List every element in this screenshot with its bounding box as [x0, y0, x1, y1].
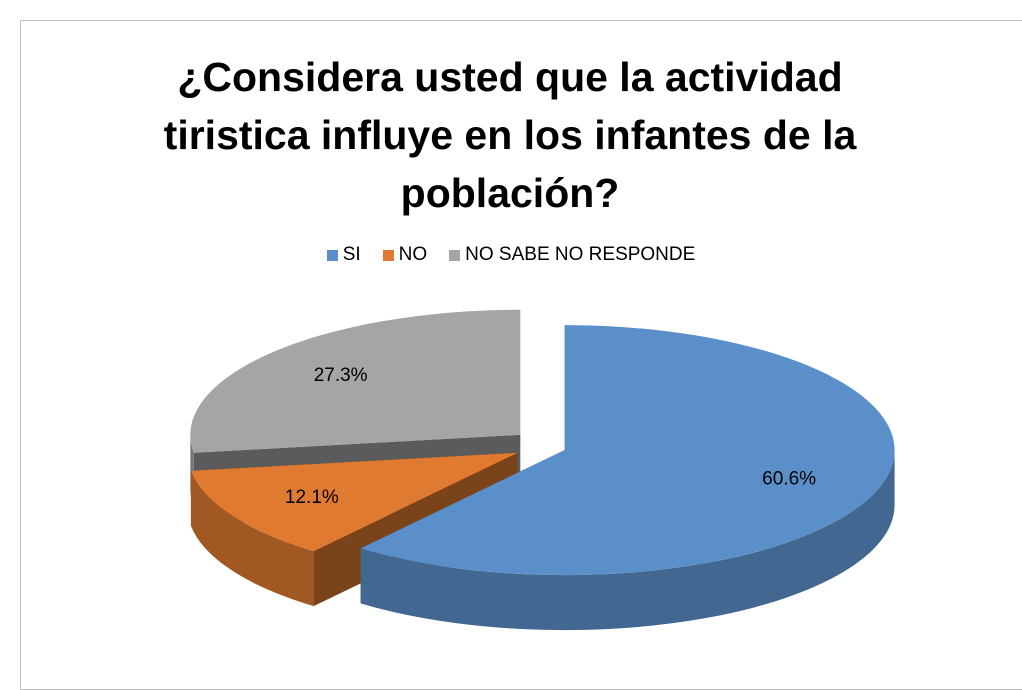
- pie-slice: [190, 309, 521, 453]
- legend-item: SI: [326, 244, 361, 266]
- pie-slice: [360, 325, 895, 576]
- data-label: 12.1%: [285, 487, 339, 508]
- chart-title: ¿Considera usted que la actividad tirist…: [163, 54, 857, 216]
- legend-label: SI: [342, 244, 361, 265]
- data-label: 27.3%: [314, 365, 368, 386]
- slice-side: [190, 470, 314, 607]
- legend: SI NO NO SABE NO RESPONDE: [0, 244, 1022, 266]
- legend-swatch: [382, 249, 394, 261]
- legend-label: NO SABE NO RESPONDE: [465, 244, 696, 265]
- legend-label: NO: [398, 244, 428, 265]
- data-label: 60.6%: [762, 469, 816, 490]
- legend-swatch: [449, 249, 461, 261]
- slice-side: [360, 450, 895, 631]
- legend-item: NO SABE NO RESPONDE: [449, 244, 695, 266]
- legend-swatch: [326, 249, 338, 261]
- pie-slice: [190, 452, 518, 552]
- legend-item: NO: [382, 244, 428, 266]
